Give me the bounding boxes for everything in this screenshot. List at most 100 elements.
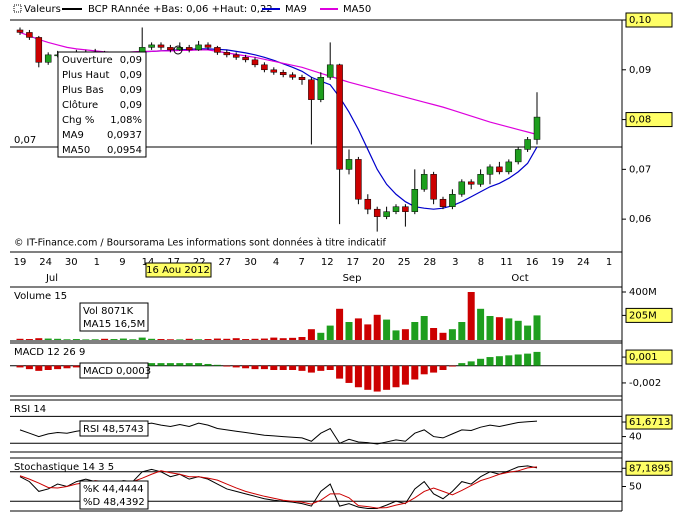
x-tick-label: 12 [321,257,334,268]
volume-bar [63,339,71,340]
candle-body [308,79,315,100]
x-tick-label: 1 [606,257,612,268]
info-value: 0,0954 [107,145,142,156]
macd-bar [185,363,193,366]
x-tick-label: 24 [577,257,590,268]
candle-body [505,161,513,173]
volume-bar [72,339,80,340]
candle-body [392,206,400,212]
y-tick-label: 0,09 [629,65,651,76]
volume-bar [448,329,456,340]
volume-bar [354,318,362,340]
x-tick-label: 19 [14,257,27,268]
info-text: MA15 16,5M [83,319,145,330]
volume-bar [467,292,475,340]
volume-bar [505,318,513,340]
candle-body [467,181,475,185]
volume-bar [486,316,494,340]
x-tick-label: 24 [39,257,52,268]
macd-bar [524,353,532,366]
volume-bar [35,338,43,340]
x-tick-label: 9 [119,257,125,268]
volume-bar [16,338,24,340]
volume-bar [44,338,52,340]
macd-bar [242,365,250,369]
x-tick-label: 25 [398,257,411,268]
x-tick-label: 27 [219,257,232,268]
instrument: BCP R [88,4,118,15]
y-tick-box [625,349,673,365]
y-tick-label: 0,08 [629,115,651,126]
volume-bar [129,339,137,340]
candle-body [223,52,231,56]
macd-bar [176,363,184,366]
candle-body [477,174,484,185]
volume-bar [430,328,438,340]
macd-bar [477,358,485,366]
info-label: MA50 [62,145,90,156]
volume-bar [213,338,221,340]
macd-bar [204,363,212,366]
panel-title: Stochastique 14 3 5 [14,462,114,473]
info-text: MACD 0,0003 [83,366,151,377]
reference-label: 0,07 [14,135,36,146]
candle-body [533,116,541,140]
info-label: Chg % [62,115,94,126]
macd-bar [166,363,174,366]
volume-bar [289,337,297,340]
macd-bar [213,364,221,366]
volume-bar [317,332,325,340]
y-tick-label: 0,07 [629,164,651,175]
candle-body [204,44,212,48]
macd-bar [35,365,43,371]
candle-body [317,77,325,100]
candle-body [26,32,33,38]
candle-body [364,198,372,210]
x-tick-label: 28 [423,257,436,268]
info-label: Ouverture [62,55,113,66]
candle-body [514,149,522,163]
macd-bar [251,365,259,370]
x-tick-label: 8 [478,257,484,268]
volume-bar [533,315,541,340]
y-tick-box [625,414,673,430]
candle-body [251,59,259,66]
y-tick-label: 61,6713 [629,417,670,428]
values-icon [13,4,22,13]
volume-bar [54,338,62,340]
macd-bar [317,365,325,371]
info-box [79,302,149,332]
macd-bar [307,365,315,373]
candle-body [402,206,409,212]
candle-body [185,47,193,51]
macd-bar [505,355,513,366]
macd-bar [298,365,306,371]
macd-bar [420,365,428,375]
info-value: 0,09 [120,100,142,111]
volume-bar [223,338,231,340]
candle-body [355,159,362,200]
volume-bar [110,339,118,340]
macd-bar [354,365,362,388]
macd-bar [270,365,278,370]
volume-bar [345,322,353,340]
info-value: 1,08% [110,115,142,126]
x-tick-label: 1 [94,257,100,268]
cursor-date: 16 Aou 2012 [146,265,210,276]
y-tick-label: 87,1895 [629,463,670,474]
candle-body [176,47,184,51]
volume-bar [166,339,174,340]
candle-body [16,29,24,33]
x-tick-label: 4 [273,257,279,268]
candle-body [430,174,437,200]
volume-bar [326,325,334,340]
macd-bar [411,365,419,380]
cursor-date-box [145,262,212,278]
panel-title: Volume 15 [14,291,67,302]
candle-body [486,166,494,175]
y-tick-box [625,307,673,323]
candle-body [289,74,296,78]
candle-body [214,47,221,53]
candle-body [35,37,43,63]
